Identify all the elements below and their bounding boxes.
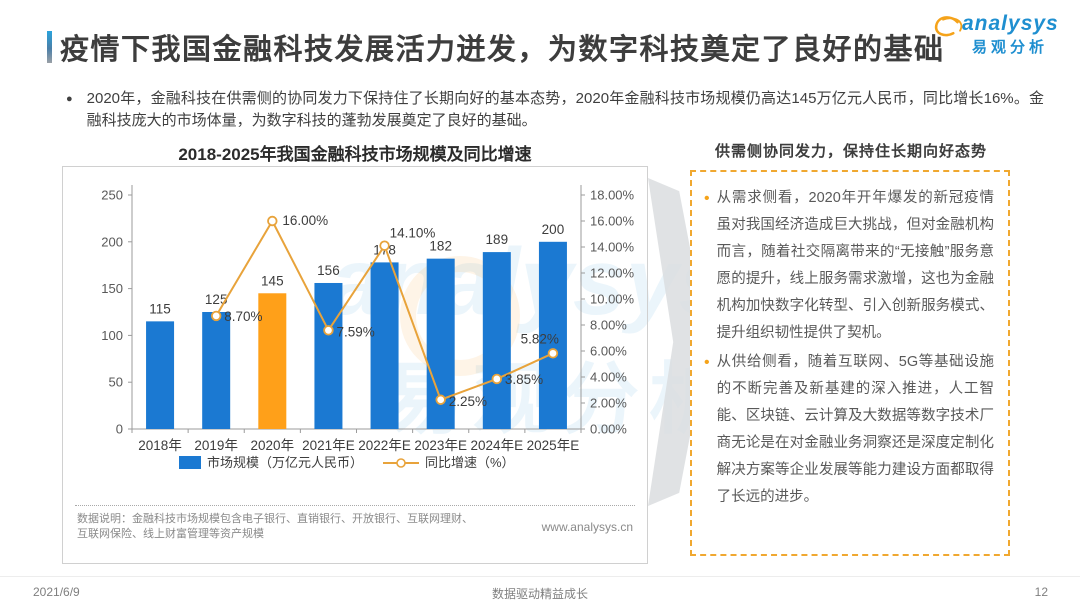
svg-text:100: 100 xyxy=(101,328,123,343)
svg-text:2.00%: 2.00% xyxy=(590,396,627,411)
svg-text:150: 150 xyxy=(101,281,123,296)
svg-text:250: 250 xyxy=(101,188,123,203)
source-url[interactable]: www.analysys.cn xyxy=(541,520,633,534)
title-accent-bar xyxy=(47,31,52,63)
analysys-swirl-icon xyxy=(932,14,966,49)
svg-text:4.00%: 4.00% xyxy=(590,370,627,385)
brand-name-en: analysys xyxy=(962,12,1059,35)
svg-text:115: 115 xyxy=(149,301,171,316)
chart-note: 数据说明：金融科技市场规模包含电子银行、直销银行、开放银行、互联网理财、互联网保… xyxy=(77,513,473,540)
svg-text:0: 0 xyxy=(116,422,123,437)
note-divider xyxy=(75,505,635,506)
bullet-dot-icon: • xyxy=(704,190,710,207)
side-panel: • 从需求侧看，2020年开年爆发的新冠疫情虽对我国经济造成巨大挑战，但对金融机… xyxy=(690,170,1010,556)
chart-footnote: 数据说明：金融科技市场规模包含电子银行、直销银行、开放银行、互联网理财、互联网保… xyxy=(63,506,647,542)
summary-paragraph: ● 2020年，金融科技在供需侧的协同发力下保持住了长期向好的基本态势，2020… xyxy=(66,88,1044,132)
panel-bullet-supply: • 从供给侧看，随着互联网、5G等基础设施的不断完善及新基建的深入推进，人工智能… xyxy=(704,349,994,511)
svg-text:50: 50 xyxy=(109,375,123,390)
svg-text:8.70%: 8.70% xyxy=(224,309,262,324)
svg-text:3.85%: 3.85% xyxy=(505,372,543,387)
panel-bullet-demand: • 从需求侧看，2020年开年爆发的新冠疫情虽对我国经济造成巨大挑战，但对金融机… xyxy=(704,185,994,347)
svg-text:7.59%: 7.59% xyxy=(336,324,374,339)
side-panel-title: 供需侧协同发力，保持住长期向好态势 xyxy=(714,143,987,160)
svg-text:2023年E: 2023年E xyxy=(414,438,467,453)
svg-text:16.00%: 16.00% xyxy=(590,214,635,229)
svg-text:2025年E: 2025年E xyxy=(527,438,580,453)
svg-text:2019年: 2019年 xyxy=(194,438,238,453)
svg-text:200: 200 xyxy=(542,222,565,237)
brand-logo: analysys 易观分析 xyxy=(934,12,1064,57)
svg-text:200: 200 xyxy=(101,234,123,249)
svg-text:8.00%: 8.00% xyxy=(590,318,627,333)
svg-text:14.10%: 14.10% xyxy=(390,226,436,241)
svg-text:2.25%: 2.25% xyxy=(449,394,487,409)
chart-title: 2018-2025年我国金融科技市场规模及同比增速 xyxy=(178,145,532,164)
svg-text:18.00%: 18.00% xyxy=(590,188,635,203)
svg-text:市场规模（万亿元人民币）: 市场规模（万亿元人民币） xyxy=(207,455,363,470)
svg-text:2020年: 2020年 xyxy=(251,438,295,453)
svg-text:145: 145 xyxy=(261,273,284,288)
chart-card: 0 50 100 150 200 250 0.00% 2.00% 4.00% 6.00% 8.00%… xyxy=(62,166,648,564)
header: 疫情下我国金融科技发展活力迸发，为数字科技奠定了良好的基础 xyxy=(47,26,945,68)
bullet-dot-icon: ● xyxy=(66,93,73,105)
svg-text:5.82%: 5.82% xyxy=(521,331,559,346)
footer-date: 2021/6/9 xyxy=(33,585,80,599)
svg-text:同比增速（%）: 同比增速（%） xyxy=(425,455,515,470)
svg-text:2018年: 2018年 xyxy=(138,438,182,453)
svg-text:0.00%: 0.00% xyxy=(590,422,627,437)
panel-bullet-text: 从需求侧看，2020年开年爆发的新冠疫情虽对我国经济造成巨大挑战，但对金融机构而… xyxy=(716,190,994,341)
page-number: 12 xyxy=(1034,585,1048,599)
svg-text:2022年E: 2022年E xyxy=(358,438,411,453)
brand-name-cn: 易观分析 xyxy=(972,39,1049,56)
svg-text:2021年E: 2021年E xyxy=(302,438,355,453)
footer-slogan: 数据驱动精益成长 xyxy=(491,587,588,601)
panel-bullet-text: 从供给侧看，随着互联网、5G等基础设施的不断完善及新基建的深入推进，人工智能、区… xyxy=(716,354,994,505)
page-title: 疫情下我国金融科技发展活力迸发，为数字科技奠定了良好的基础 xyxy=(60,34,945,66)
svg-text:156: 156 xyxy=(317,263,340,278)
svg-text:2024年E: 2024年E xyxy=(471,438,524,453)
svg-text:14.00%: 14.00% xyxy=(590,240,635,255)
svg-text:6.00%: 6.00% xyxy=(590,344,627,359)
svg-text:189: 189 xyxy=(486,232,509,247)
bullet-dot-icon: • xyxy=(704,354,710,371)
svg-text:182: 182 xyxy=(429,239,452,254)
svg-text:12.00%: 12.00% xyxy=(590,266,635,281)
footer: 2021/6/9 数据驱动精益成长 12 xyxy=(0,576,1080,608)
summary-text: 2020年，金融科技在供需侧的协同发力下保持住了长期向好的基本态势，2020年金… xyxy=(86,90,1044,129)
svg-text:125: 125 xyxy=(205,292,228,307)
combo-chart-svg: 0 50 100 150 200 250 0.00% 2.00% 4.00% 6.00% 8.00%… xyxy=(101,185,635,470)
svg-text:16.00%: 16.00% xyxy=(282,213,328,228)
svg-text:10.00%: 10.00% xyxy=(590,292,635,307)
